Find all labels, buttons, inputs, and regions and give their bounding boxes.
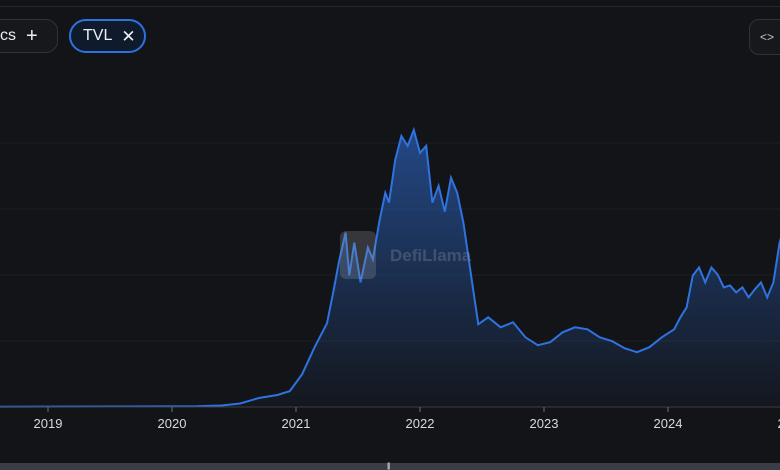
chart-zoom-scrollbar[interactable]: [0, 463, 780, 470]
x-tick-label: 2025: [778, 416, 780, 431]
x-tick-label: 2024: [654, 416, 683, 431]
code-icon: <>: [760, 30, 775, 44]
scrollbar-grip-handle[interactable]: |||: [387, 463, 390, 470]
plus-icon: +: [26, 25, 38, 47]
x-tick-label: 2020: [158, 416, 187, 431]
tvl-area-fill: [0, 130, 780, 407]
metrics-menu-button[interactable]: cs +: [0, 19, 58, 53]
top-divider: [0, 6, 780, 7]
x-tick-label: 2022: [406, 416, 435, 431]
embed-code-button[interactable]: <>: [749, 19, 780, 55]
x-axis-ticks: 2019 2020 2021 2022 2023 2024 2025: [34, 407, 780, 431]
x-tick-label: 2019: [34, 416, 63, 431]
x-tick-label: 2021: [282, 416, 311, 431]
tvl-label: TVL: [83, 27, 113, 44]
metrics-label: cs: [0, 27, 16, 44]
tvl-metric-chip[interactable]: TVL ✕: [69, 19, 146, 53]
watermark-text: DefiLlama: [390, 246, 472, 265]
close-icon[interactable]: ✕: [121, 26, 136, 46]
tvl-series-line: [0, 126, 780, 408]
defillama-watermark: DefiLlama: [340, 231, 472, 279]
llama-logo-icon: [340, 231, 376, 279]
x-tick-label: 2023: [530, 416, 559, 431]
